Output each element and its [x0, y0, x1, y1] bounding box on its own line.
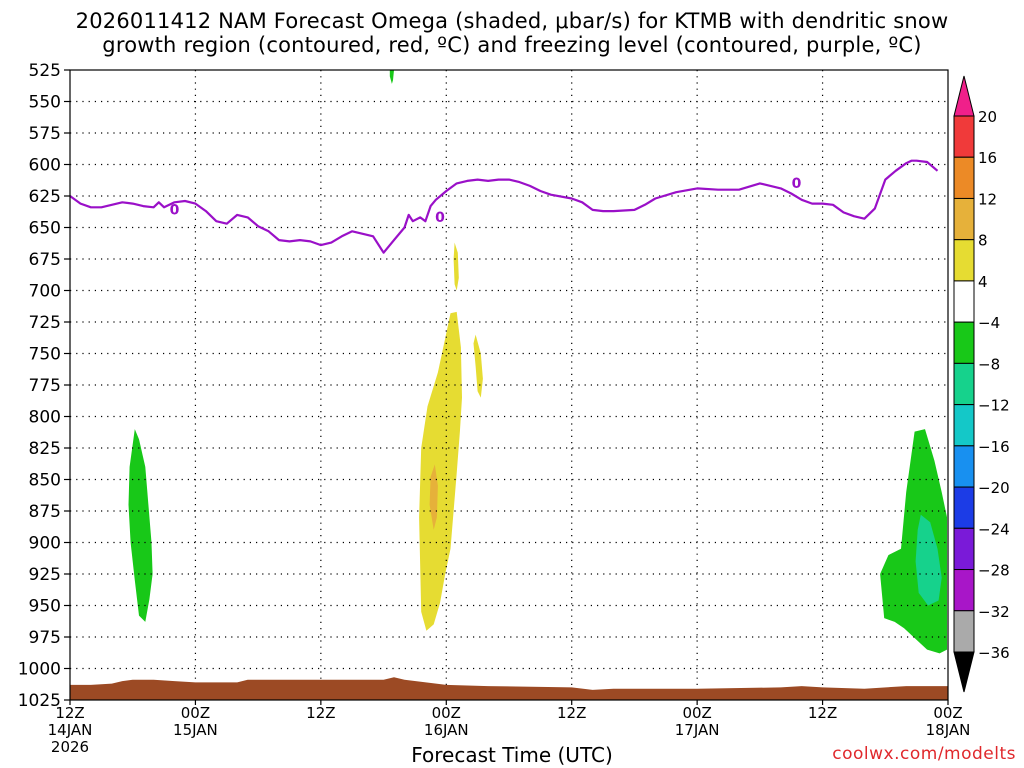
- colorbar-label-14: −36: [978, 644, 1010, 662]
- gridlines: [70, 70, 948, 700]
- colorbar-segment-5: [953, 280, 975, 323]
- x-tick-label-60-1: 00Z: [682, 704, 711, 722]
- x-tick-label-72-1: 12Z: [808, 704, 837, 722]
- colorbar-label-8: −12: [978, 397, 1010, 415]
- y-tick-label-825: 825: [29, 439, 61, 459]
- x-tick-label-84-1: 00Z: [933, 704, 962, 722]
- colorbar-segment-7: [953, 362, 975, 406]
- freezing-level-layer: 0 0 0: [69, 159, 939, 254]
- y-tick-label-800: 800: [29, 408, 61, 428]
- x-tick-label-24-1: 12Z: [306, 704, 335, 722]
- freezing-level-label-3: 0: [792, 176, 802, 192]
- omega-region-6: [389, 70, 394, 84]
- colorbar-segment-10: [953, 486, 975, 529]
- colorbar-segment-4: [953, 239, 975, 282]
- y-tick-label-650: 650: [29, 219, 61, 239]
- colorbar-label-5: 4: [978, 273, 988, 291]
- y-tick-label-625: 625: [29, 187, 61, 207]
- freezing-level-label-1: 0: [170, 203, 180, 219]
- y-tick-label-1025: 1025: [18, 691, 61, 711]
- omega-region-5: [473, 334, 483, 398]
- colorbar-segment-12: [953, 569, 975, 612]
- x-tick-label-0-1: 12Z: [55, 704, 84, 722]
- y-tick-label-900: 900: [29, 534, 61, 554]
- y-tick-label-1000: 1000: [18, 660, 61, 680]
- colorbar-label-11: −24: [978, 520, 1010, 538]
- colorbar-segment-3: [953, 197, 975, 241]
- plot-frame: [69, 69, 949, 701]
- colorbar-segment-6: [953, 321, 975, 364]
- x-tick-label-12-2: 15JAN: [173, 721, 218, 739]
- colorbar-label-7: −8: [978, 355, 1000, 373]
- colorbar-label-10: −20: [978, 479, 1010, 497]
- x-tick-label-60-2: 17JAN: [675, 721, 720, 739]
- colorbar-label-6: −4: [978, 314, 1000, 332]
- colorbar-segment-11: [953, 527, 975, 571]
- y-tick-label-925: 925: [29, 565, 61, 585]
- omega-region-2: [419, 311, 462, 631]
- x-axis-title: Forecast Time (UTC): [411, 743, 613, 767]
- omega-region-7: [880, 429, 947, 654]
- omega-shading-layer: [128, 70, 947, 654]
- x-tick-label-84-2: 18JAN: [926, 721, 971, 739]
- x-tick-label-12-1: 00Z: [181, 704, 210, 722]
- y-tick-label-775: 775: [29, 376, 61, 396]
- credit-link[interactable]: coolwx.com/modelts: [832, 744, 1016, 764]
- freezing-level-label-2: 0: [435, 210, 445, 226]
- x-tick-label-48-1: 12Z: [557, 704, 586, 722]
- colorbar-label-3: 12: [978, 190, 997, 208]
- colorbar-label-12: −28: [978, 562, 1010, 580]
- terrain-fill: [70, 677, 948, 700]
- colorbar-label-4: 8: [978, 232, 988, 250]
- omega-region-4: [453, 242, 459, 291]
- colorbar-segment-2: [953, 156, 975, 199]
- colorbar-segment-9: [953, 445, 975, 488]
- colorbar-segment-13: [953, 610, 975, 653]
- y-tick-label-975: 975: [29, 628, 61, 648]
- y-tick-label-600: 600: [29, 156, 61, 176]
- chart-title-line1: 2026011412 NAM Forecast Omega (shaded, μ…: [75, 9, 949, 33]
- y-tick-label-575: 575: [29, 124, 61, 144]
- x-tick-label-0-2: 14JAN: [48, 721, 93, 739]
- y-tick-label-725: 725: [29, 313, 61, 333]
- x-tick-label-36-1: 00Z: [432, 704, 461, 722]
- freezing-level-line: [69, 159, 939, 254]
- x-tick-label-36-2: 16JAN: [424, 721, 469, 739]
- colorbar: 20 16 12 8 4 −4 −8 −12 −16 −20 −24 −28 −32 −36: [953, 75, 1010, 693]
- colorbar-segment-1: [953, 115, 975, 158]
- y-tick-label-525: 525: [29, 61, 61, 81]
- y-tick-label-750: 750: [29, 345, 61, 365]
- colorbar-bottom-arrow: [953, 651, 975, 693]
- colorbar-label-13: −32: [978, 603, 1010, 621]
- colorbar-label-9: −16: [978, 438, 1010, 456]
- y-tick-label-550: 550: [29, 93, 61, 113]
- y-tick-label-700: 700: [29, 282, 61, 302]
- chart-title-line2: growth region (contoured, red, ºC) and f…: [102, 33, 922, 57]
- terrain-layer: [70, 677, 948, 700]
- colorbar-label-1: 20: [978, 108, 997, 126]
- y-tick-label-875: 875: [29, 502, 61, 522]
- colorbar-label-2: 16: [978, 149, 997, 167]
- omega-region-1: [128, 429, 153, 622]
- colorbar-segment-8: [953, 404, 975, 447]
- y-axis: 525 550 575 600 625 650 675 700 725 750 775 800 825 8…: [18, 61, 70, 711]
- y-tick-label-950: 950: [29, 597, 61, 617]
- omega-region-3: [429, 464, 438, 530]
- colorbar-top-arrow: [953, 75, 975, 117]
- omega-region-8: [915, 514, 942, 606]
- y-tick-label-675: 675: [29, 250, 61, 270]
- y-tick-label-850: 850: [29, 471, 61, 491]
- x-tick-label-0-3: 2026: [51, 738, 89, 756]
